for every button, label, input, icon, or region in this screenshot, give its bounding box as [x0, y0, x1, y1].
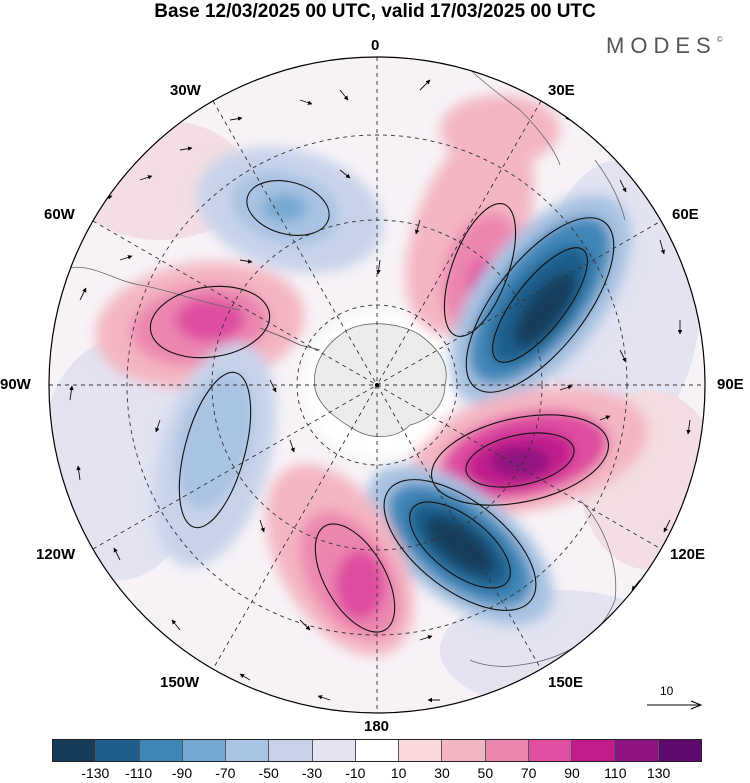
- map-title: Base 12/03/2025 00 UTC, valid 17/03/2025…: [154, 1, 596, 22]
- colorbar-swatch: [485, 740, 529, 761]
- colorbar-swatch: [528, 740, 573, 761]
- label-150w: 150W: [160, 674, 200, 691]
- colorbar-swatch: [658, 740, 701, 761]
- colorbar-swatch: [572, 740, 616, 761]
- colorbar-swatch: [269, 740, 313, 761]
- label-0: 0: [371, 37, 380, 54]
- brand-mark: ©: [716, 35, 723, 44]
- label-180: 180: [364, 718, 390, 735]
- colorbar-tick-label: -70: [215, 765, 236, 781]
- colorbar-swatch: [139, 740, 183, 761]
- label-60w: 60W: [44, 206, 75, 223]
- label-90w: 90W: [0, 376, 31, 393]
- colorbar-swatch: [96, 740, 140, 761]
- colorbar-swatch: [399, 740, 443, 761]
- reference-vector-label: 10: [660, 684, 674, 698]
- colorbar-swatch: [182, 740, 227, 761]
- streamlines: [149, 180, 615, 633]
- colorbar-tick-label: 50: [477, 765, 494, 781]
- brand-logo: MODES©: [606, 33, 723, 59]
- label-30w: 30W: [170, 82, 201, 99]
- label-60e: 60E: [672, 206, 699, 223]
- colorbar-tick-label: 130: [646, 765, 671, 781]
- colorbar-tick-label: -50: [258, 765, 279, 781]
- colorbar-tick-label: -10: [345, 765, 366, 781]
- colorbar-tick-label: 30: [434, 765, 450, 781]
- label-120e: 120E: [670, 546, 706, 563]
- colorbar-swatch: [312, 740, 356, 761]
- colorbar-tick-label: 70: [520, 765, 537, 781]
- colorbar: [52, 739, 702, 762]
- colorbar-tick-label: -30: [301, 765, 323, 781]
- anomaly-field: [49, 57, 705, 713]
- colorbar-swatch: [226, 740, 270, 761]
- colorbar-tick-label: 110: [604, 765, 627, 781]
- map-boundary: [48, 56, 706, 714]
- colorbar-tick-label: -90: [171, 765, 193, 781]
- colorbar-swatch: [355, 740, 400, 761]
- colorbar-tick-label: 90: [564, 765, 580, 781]
- colorbar-swatch: [53, 740, 97, 761]
- colorbar-swatch: [615, 740, 659, 761]
- brand-name: MODES: [606, 33, 717, 58]
- reference-vector-arrow: [647, 700, 703, 710]
- colorbar-ticks: -130 -110 -90 -70 -50 -30 -10 10 30 50 70 90 110 130: [52, 765, 702, 783]
- africa-coast: [459, 59, 561, 166]
- label-120w: 120W: [36, 546, 76, 563]
- colorbar-swatch: [442, 740, 486, 761]
- label-90e: 90E: [717, 376, 744, 393]
- label-30e: 30E: [548, 82, 575, 99]
- colorbar-tick-label: -130: [81, 765, 110, 781]
- south-america-coast: [59, 266, 241, 311]
- colorbar-tick-label: -110: [125, 765, 153, 781]
- colorbar-tick-label: 10: [390, 765, 407, 781]
- label-150e: 150E: [548, 674, 584, 691]
